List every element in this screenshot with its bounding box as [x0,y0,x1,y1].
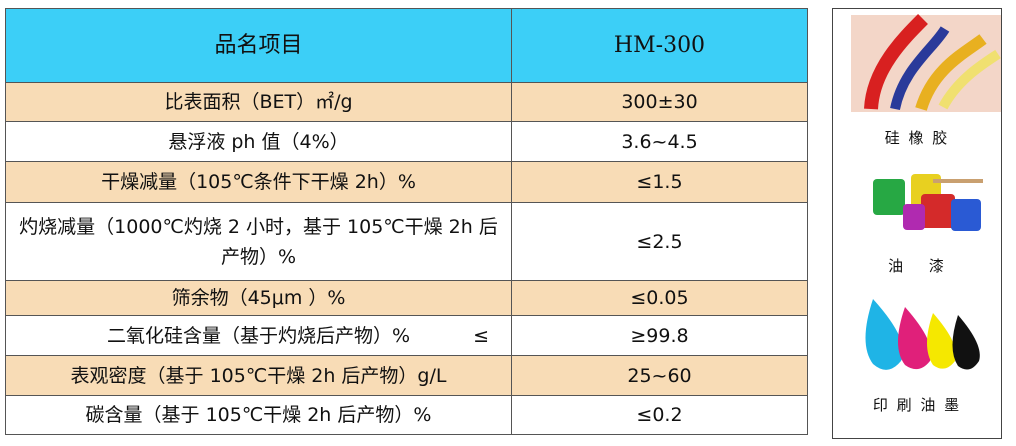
tube [890,26,950,111]
value-cell: ≤2.5 [511,202,808,281]
sidebar-label: 印 刷 油 墨 [872,396,962,414]
ink-image [865,299,980,370]
item-cell: 悬浮液 ph 值（4%） [5,121,512,162]
table-row: 二氧化硅含量（基于灼烧后产物）% ≤ ≥99.8 [5,315,808,356]
value-cell: 25~60 [511,355,808,396]
header-cell: HM-300 [511,8,808,83]
tube [915,34,987,111]
table-row: 灼烧减量（1000℃灼烧 2 小时，基于 105℃干燥 2h 后产物）% ≤2.5 [5,202,808,281]
item-cell: 灼烧减量（1000℃灼烧 2 小时，基于 105℃干燥 2h 后产物）% [5,202,512,281]
table-row: 干燥减量（105℃条件下干燥 2h）% ≤1.5 [5,161,808,203]
item-cell: 碳含量（基于 105℃干燥 2h 后产物）% [5,395,512,435]
item-cell: 筛余物（45μm ）% [5,280,512,316]
table-row: 比表面积（BET）㎡/g 300±30 [5,82,808,122]
item-text: 干燥减量（105℃条件下干燥 2h）% [101,171,416,193]
value-cell: 300±30 [511,82,808,122]
item-text: 二氧化硅含量（基于灼烧后产物）% [106,324,411,347]
header-cell: 品名项目 [5,8,512,83]
item-cell: 比表面积（BET）㎡/g [5,82,512,122]
value-cell: 3.6~4.5 [511,121,808,162]
table-row: 筛余物（45μm ）% ≤0.05 [5,280,808,316]
value-cell: ≤0.2 [511,395,808,435]
value-cell: ≤0.05 [511,280,808,316]
sidebar-images [851,14,1001,370]
item-text: 筛余物（45μm ）% [171,287,346,309]
value-cell: ≥99.8 [511,315,808,356]
value-cell: ≤1.5 [511,161,808,203]
table-row: 碳含量（基于 105℃干燥 2h 后产物）% ≤0.2 [5,395,808,435]
sidebar: 硅 橡 胶油 漆印 刷 油 墨 [832,8,1002,439]
tube [938,49,1001,110]
table-row: 悬浮液 ph 值（4%） 3.6~4.5 [5,121,808,162]
item-text: 表观密度（基于 105℃干燥 2h 后产物）g/L [70,364,447,387]
table-row: 表观密度（基于 105℃干燥 2h 后产物）g/L 25~60 [5,355,808,396]
item-text: 灼烧减量（1000℃灼烧 2 小时，基于 105℃干燥 2h 后产物）% [19,215,498,268]
header-row: 品名项目 HM-300 [5,8,808,83]
sidebar-label: 硅 橡 胶 [884,129,950,147]
item-text: 碳含量（基于 105℃干燥 2h 后产物）% [85,404,432,426]
item-extra: ≤ [473,324,489,347]
item-cell: 二氧化硅含量（基于灼烧后产物）% ≤ [5,315,512,356]
tube [864,14,928,110]
item-cell: 干燥减量（105℃条件下干燥 2h）% [5,161,512,203]
spec-table: 品名项目 HM-300 比表面积（BET）㎡/g 300±30 悬浮液 ph 值（4%）… [5,8,808,435]
item-cell: 表观密度（基于 105℃干燥 2h 后产物）g/L [5,355,512,396]
item-text: 悬浮液 ph 值（4%） [168,130,349,153]
paint-image [873,174,983,231]
sidebar-label: 油 漆 [888,257,946,275]
item-text: 比表面积（BET）㎡/g [164,91,353,113]
